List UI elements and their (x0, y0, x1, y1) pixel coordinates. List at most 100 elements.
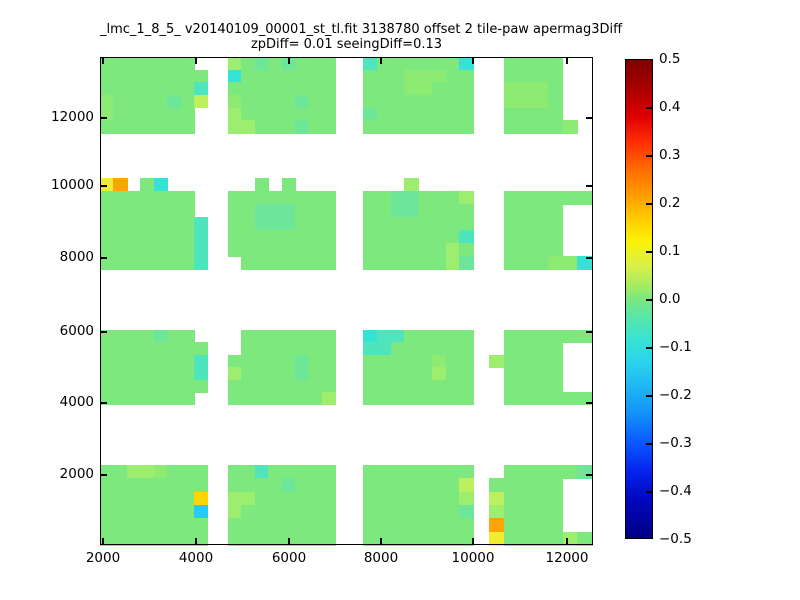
heatmap-cell (228, 379, 243, 393)
heatmap-cell (228, 505, 243, 520)
heatmap-cell (268, 531, 283, 546)
heatmap-cell (562, 191, 579, 205)
y-tick-label: 2000 (59, 466, 94, 482)
heatmap-cell (180, 330, 195, 344)
heatmap-cell (489, 518, 505, 533)
heatmap-cell (228, 57, 243, 71)
heatmap-cell (180, 392, 195, 406)
colorbar-tick (646, 203, 652, 205)
heatmap-cell (180, 379, 195, 393)
heatmap-cell (268, 120, 283, 134)
heatmap-cell (308, 518, 323, 533)
heatmap-cell (518, 107, 535, 122)
heatmap-cell (281, 354, 296, 368)
heatmap-cell (459, 204, 474, 218)
heatmap-cell (254, 120, 269, 134)
heatmap-cell (459, 518, 474, 533)
heatmap-cell (113, 518, 128, 533)
heatmap-cell (308, 107, 323, 122)
heatmap-cell (418, 367, 433, 381)
heatmap-cell (547, 478, 564, 493)
heatmap-cell (562, 465, 578, 480)
heatmap-cell (140, 69, 155, 84)
heatmap-cell (241, 120, 256, 134)
heatmap-cell (404, 107, 419, 122)
heatmap-cell (562, 256, 579, 270)
heatmap-cell (404, 392, 419, 406)
heatmap-cell (445, 95, 460, 109)
heatmap-cell (228, 531, 243, 546)
heatmap-cell (100, 230, 115, 244)
heatmap-cell (180, 69, 195, 84)
heatmap-cell (321, 204, 336, 218)
colorbar-tick-label: −0.1 (659, 339, 692, 355)
heatmap-cell (153, 82, 168, 96)
heatmap-cell (241, 230, 256, 244)
heatmap-cell (363, 243, 378, 257)
chart-title-line2: zpDiff= 0.01 seeingDiff=0.13 (250, 37, 443, 52)
heatmap-cell (254, 465, 269, 480)
colorbar-tick (646, 299, 652, 301)
heatmap-cell (126, 57, 141, 71)
colorbar-tick (646, 347, 652, 349)
heatmap-cell (459, 342, 474, 356)
heatmap-cell (254, 217, 269, 231)
heatmap-cell (113, 465, 128, 480)
heatmap-cell (254, 107, 269, 122)
heatmap-cell (281, 217, 296, 231)
heatmap-cell (431, 491, 447, 506)
heatmap-cell (459, 531, 474, 546)
heatmap-cell (445, 204, 460, 218)
heatmap-cell (153, 518, 168, 533)
heatmap-cell (241, 531, 256, 546)
heatmap-cell (167, 491, 182, 506)
heatmap-cell (294, 478, 309, 493)
heatmap-cell (504, 256, 520, 270)
heatmap-cell (113, 204, 128, 218)
heatmap-cell (518, 392, 534, 406)
heatmap-cell (321, 367, 336, 381)
heatmap-cell (167, 57, 182, 71)
heatmap-cell (100, 330, 115, 344)
heatmap-cell (126, 354, 141, 368)
heatmap-cell (126, 95, 141, 109)
heatmap-cell (390, 82, 405, 96)
heatmap-cell (100, 204, 115, 218)
colorbar-tick-label: −0.5 (659, 531, 692, 547)
heatmap-cell (390, 120, 405, 134)
heatmap-cell (548, 82, 564, 96)
heatmap-cell (268, 518, 283, 533)
heatmap-cell (431, 465, 447, 480)
heatmap-cell (533, 107, 549, 122)
heatmap-cell (126, 478, 141, 493)
heatmap-cell (308, 478, 323, 493)
heatmap-cell (180, 531, 195, 546)
heatmap-cell (363, 256, 378, 270)
heatmap-cell (363, 531, 378, 546)
heatmap-cell (376, 330, 392, 344)
heatmap-cell (321, 69, 336, 84)
heatmap-cell (376, 82, 392, 96)
heatmap-cell (180, 95, 195, 109)
heatmap-cell (294, 465, 309, 480)
heatmap-cell (445, 107, 460, 122)
heatmap-cell (363, 505, 378, 520)
heatmap-cell (241, 69, 256, 84)
heatmap-cell (167, 217, 182, 231)
heatmap-cell (547, 531, 564, 546)
heatmap-cell (562, 120, 579, 134)
heatmap-cell (503, 478, 520, 493)
heatmap-cell (254, 69, 269, 84)
heatmap-cell (241, 191, 256, 205)
heatmap-cell (533, 230, 549, 244)
heatmap-cell (533, 69, 549, 84)
heatmap-cell (268, 243, 283, 257)
heatmap-cell (254, 379, 269, 393)
heatmap-cell (140, 367, 155, 381)
heatmap-cell (547, 342, 564, 356)
heatmap-cell (518, 191, 535, 205)
heatmap-cell (489, 491, 505, 506)
heatmap-cell (153, 95, 168, 109)
heatmap-cell (489, 478, 505, 493)
heatmap-cell (445, 256, 460, 270)
